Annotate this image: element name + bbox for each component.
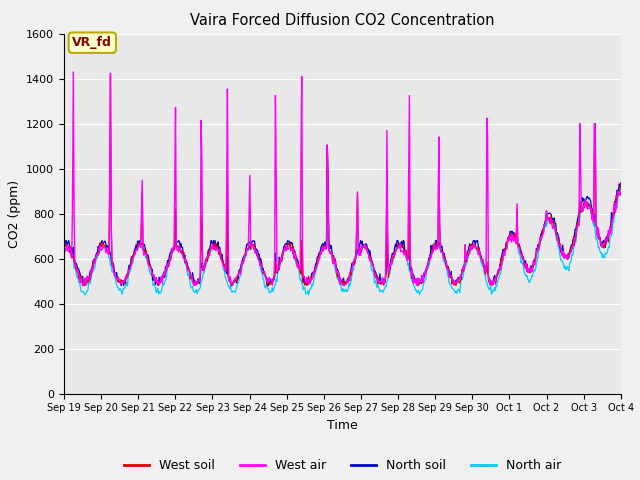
West air — [428, 250, 436, 256]
West soil — [617, 180, 625, 185]
Title: Vaira Forced Diffusion CO2 Concentration: Vaira Forced Diffusion CO2 Concentration — [190, 13, 495, 28]
X-axis label: Time: Time — [327, 419, 358, 432]
West soil — [215, 252, 223, 257]
West soil — [70, 259, 78, 264]
West air — [129, 255, 137, 261]
North air — [428, 250, 435, 256]
West soil — [60, 240, 68, 246]
West air — [215, 247, 223, 253]
North air — [60, 243, 68, 249]
West soil — [428, 247, 436, 253]
Line: North soil: North soil — [64, 145, 621, 286]
West air — [79, 283, 86, 288]
North soil — [617, 183, 625, 189]
West air — [71, 259, 79, 264]
North air — [305, 292, 312, 298]
North air — [617, 185, 625, 191]
North soil — [185, 265, 193, 271]
West air — [186, 270, 193, 276]
North air — [411, 285, 419, 291]
West air — [70, 69, 77, 75]
Y-axis label: CO2 (ppm): CO2 (ppm) — [8, 180, 20, 248]
West soil — [129, 253, 137, 259]
North air — [214, 248, 221, 253]
North soil — [60, 246, 68, 252]
West air — [412, 276, 419, 282]
Line: West soil: West soil — [64, 75, 621, 286]
West air — [60, 249, 68, 255]
Text: VR_fd: VR_fd — [72, 36, 112, 49]
North air — [127, 263, 135, 269]
North soil — [428, 246, 436, 252]
North soil — [70, 256, 78, 262]
North air — [70, 265, 78, 271]
West soil — [186, 266, 193, 272]
Legend: West soil, West air, North soil, North air: West soil, West air, North soil, North a… — [119, 455, 566, 477]
North soil — [118, 283, 125, 288]
North soil — [128, 254, 136, 260]
Line: North air: North air — [64, 188, 621, 295]
North air — [184, 273, 192, 278]
West soil — [107, 72, 115, 78]
West soil — [412, 280, 419, 286]
North soil — [323, 142, 331, 148]
Line: West air: West air — [64, 72, 621, 286]
West air — [617, 189, 625, 195]
North soil — [214, 239, 222, 245]
West soil — [79, 283, 87, 288]
North soil — [412, 280, 419, 286]
